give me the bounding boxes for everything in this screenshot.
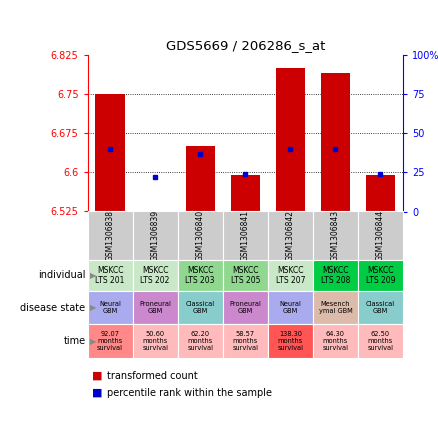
Bar [313,324,358,358]
Bar [178,212,223,260]
Bar [88,291,133,324]
Text: 62.50
months
survival: 62.50 months survival [367,331,393,352]
Bar [133,212,178,260]
Text: ▶: ▶ [90,271,96,280]
Bar [268,324,313,358]
Text: transformed count: transformed count [107,371,198,381]
Text: MSKCC
LTS 203: MSKCC LTS 203 [185,266,215,285]
Bar [358,212,403,260]
Text: disease state: disease state [20,302,85,313]
Text: percentile rank within the sample: percentile rank within the sample [107,388,272,398]
Text: Proneural
GBM: Proneural GBM [139,301,171,314]
Text: ▶: ▶ [90,337,96,346]
Text: GSM1306844: GSM1306844 [376,210,385,261]
Text: Neural
GBM: Neural GBM [99,301,121,314]
Text: time: time [63,336,85,346]
Bar [178,324,223,358]
Bar [178,291,223,324]
Text: GSM1306838: GSM1306838 [106,210,115,261]
Text: ■: ■ [92,388,102,398]
Text: GSM1306841: GSM1306841 [241,210,250,261]
Bar [358,260,403,291]
Text: individual: individual [38,270,85,280]
Bar [268,260,313,291]
Bar [88,324,133,358]
Bar [223,212,268,260]
Bar [268,212,313,260]
Text: ▶: ▶ [90,303,96,312]
Text: 138.30
months
survival: 138.30 months survival [277,331,304,352]
Bar [95,94,125,212]
Text: Neural
GBM: Neural GBM [279,301,301,314]
Bar [178,260,223,291]
Bar [276,68,305,212]
Text: MSKCC
LTS 205: MSKCC LTS 205 [230,266,260,285]
Bar [358,291,403,324]
Text: 64.30
months
survival: 64.30 months survival [322,331,348,352]
Bar [268,291,313,324]
Bar [133,260,178,291]
Text: ■: ■ [92,371,102,381]
Bar [186,146,215,212]
Bar [223,291,268,324]
Text: GSM1306842: GSM1306842 [286,210,295,261]
Text: GSM1306843: GSM1306843 [331,210,340,261]
Text: MSKCC
LTS 208: MSKCC LTS 208 [321,266,350,285]
Bar [313,260,358,291]
Bar [313,212,358,260]
Bar [313,291,358,324]
Text: GSM1306839: GSM1306839 [151,210,160,261]
Text: 58.57
months
survival: 58.57 months survival [232,331,258,352]
Text: Mesench
ymal GBM: Mesench ymal GBM [318,301,352,314]
Text: 50.60
months
survival: 50.60 months survival [142,331,168,352]
Title: GDS5669 / 206286_s_at: GDS5669 / 206286_s_at [166,39,325,52]
Bar [88,212,133,260]
Bar [133,324,178,358]
Bar [223,260,268,291]
Bar [358,324,403,358]
Text: MSKCC
LTS 209: MSKCC LTS 209 [366,266,395,285]
Text: MSKCC
LTS 201: MSKCC LTS 201 [95,266,125,285]
Text: MSKCC
LTS 202: MSKCC LTS 202 [141,266,170,285]
Text: Classical
GBM: Classical GBM [186,301,215,314]
Text: Classical
GBM: Classical GBM [366,301,395,314]
Bar [321,73,350,212]
Text: 92.07
months
survival: 92.07 months survival [97,331,123,352]
Bar [223,324,268,358]
Text: MSKCC
LTS 207: MSKCC LTS 207 [276,266,305,285]
Text: 62.20
months
survival: 62.20 months survival [187,331,213,352]
Text: Proneural
GBM: Proneural GBM [230,301,261,314]
Bar [88,260,133,291]
Bar [231,175,260,212]
Bar [133,291,178,324]
Bar [366,175,395,212]
Text: GSM1306840: GSM1306840 [196,210,205,261]
